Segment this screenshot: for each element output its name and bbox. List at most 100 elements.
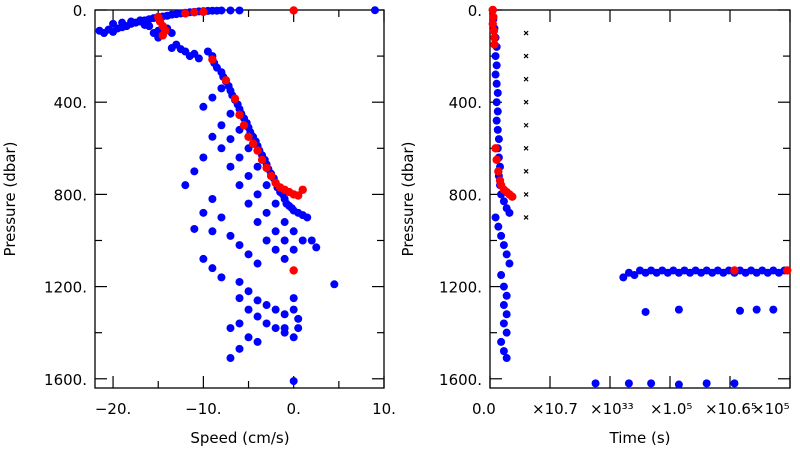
speed-data-point-blue <box>235 277 244 286</box>
time-data-point-blue <box>492 79 501 88</box>
time-data-point-red <box>508 192 517 201</box>
time-data-point-blue <box>647 379 656 388</box>
speed-data-point-blue <box>217 6 226 15</box>
speed-data-point-blue <box>253 218 262 227</box>
speed-data-point-blue <box>199 254 208 263</box>
time-panel: 0. 400. 800. 1200. 1600. 0.0 ×10.7 ×10³³ ×1.0⁵ ×1… <box>399 2 792 447</box>
time-data-point-red <box>730 266 739 275</box>
time-x-tick-label: ×10.7 <box>532 400 578 418</box>
speed-data-point-blue <box>244 287 253 296</box>
speed-data-point-blue <box>208 93 217 102</box>
speed-data-point-blue <box>140 20 149 29</box>
speed-data-point-red <box>248 139 258 148</box>
speed-y-tick-label: 400. <box>54 94 87 112</box>
speed-data-point-blue <box>370 6 379 15</box>
time-data-point-blue <box>502 354 511 363</box>
speed-data-point-blue <box>109 19 118 28</box>
speed-data-point-blue <box>244 250 253 259</box>
time-data-point-blue <box>493 107 502 116</box>
time-marker-x <box>523 76 529 82</box>
speed-data-point-blue <box>190 167 199 176</box>
time-x-tick-label: ×10⁵ <box>752 400 790 418</box>
speed-data-point-red <box>244 132 253 141</box>
speed-data-point-blue <box>235 319 244 328</box>
speed-data-point-blue <box>244 199 253 208</box>
speed-data-point-blue <box>271 305 280 314</box>
speed-data-point-blue <box>280 310 289 319</box>
speed-data-point-blue <box>190 224 199 233</box>
speed-data-point-blue <box>217 213 226 222</box>
time-x-axis-title: Time (s) <box>609 429 671 447</box>
time-data-point-blue <box>502 310 511 319</box>
speed-data-point-blue <box>217 121 226 130</box>
speed-data-point-blue <box>280 324 289 333</box>
time-data-point-blue <box>502 328 511 337</box>
speed-data-point-blue <box>226 162 235 171</box>
speed-x-tick-label: 10. <box>372 400 396 418</box>
speed-data-point-red <box>199 7 208 17</box>
time-y-axis-title: Pressure (dbar) <box>399 142 417 257</box>
speed-data-point-blue <box>312 243 321 252</box>
speed-y-tick-label: 1600. <box>44 371 87 389</box>
time-data-point-blue <box>674 305 683 314</box>
time-data-point-blue <box>494 222 503 231</box>
speed-data-point-blue <box>330 280 339 289</box>
speed-data-point-blue <box>235 241 244 250</box>
speed-data-point-blue <box>253 190 262 199</box>
time-data-point-red <box>488 19 497 29</box>
speed-data-point-red <box>208 55 217 64</box>
speed-data-point-red <box>230 94 240 103</box>
speed-data-point-blue <box>307 236 316 245</box>
speed-data-point-blue <box>289 305 298 314</box>
time-data-point-blue <box>624 379 633 388</box>
time-marker-x <box>523 191 529 197</box>
speed-data-point-blue <box>194 54 203 63</box>
time-data-point-red <box>489 26 499 35</box>
time-data-point-red <box>489 12 498 22</box>
speed-data-point-blue <box>253 296 262 305</box>
speed-panel: 0. 400. 800. 1200. 1600. −20. −10. 0. 10. Speed … <box>1 2 396 447</box>
speed-data-point-blue <box>289 227 298 236</box>
time-data-point-blue <box>492 116 501 125</box>
time-data-point-blue <box>630 271 639 280</box>
time-y-tick-label: 400. <box>449 94 482 112</box>
speed-data-point-blue <box>253 337 262 346</box>
speed-data-point-red <box>294 191 303 200</box>
time-data-point-blue <box>499 282 508 291</box>
speed-data-point-blue <box>271 245 280 254</box>
speed-data-point-blue <box>181 181 190 190</box>
time-data-point-blue <box>499 301 508 310</box>
time-data-point-blue <box>502 291 511 300</box>
time-data-point-blue <box>492 98 501 107</box>
time-data-point-blue <box>499 197 508 206</box>
speed-data-point-blue <box>271 324 280 333</box>
speed-plot-frame <box>94 9 385 389</box>
speed-data-point-blue <box>271 199 280 208</box>
speed-data-point-blue <box>208 195 217 203</box>
speed-data-point-red <box>181 9 190 18</box>
speed-data-point-blue <box>208 132 217 141</box>
speed-data-point-blue <box>226 109 235 118</box>
time-data-point-blue <box>502 250 511 259</box>
time-x-tick-label: ×10³³ <box>590 400 634 418</box>
speed-data-points <box>95 6 379 386</box>
time-y-tick-label: 0. <box>468 2 482 20</box>
time-data-point-red <box>488 5 497 15</box>
speed-data-point-blue <box>262 319 271 328</box>
speed-data-point-red <box>266 171 276 181</box>
speed-data-point-blue <box>226 354 235 363</box>
speed-data-point-blue <box>280 236 289 245</box>
time-data-point-blue <box>769 305 778 314</box>
time-data-point-blue <box>674 380 683 389</box>
speed-y-tick-label: 800. <box>54 186 87 204</box>
time-data-point-blue <box>730 379 739 388</box>
speed-data-point-red <box>235 110 244 120</box>
speed-data-point-blue <box>199 208 208 217</box>
speed-data-point-blue <box>167 44 176 53</box>
time-data-point-blue <box>641 307 650 316</box>
time-x-tick-label: 0.0 <box>472 400 496 418</box>
speed-data-point-blue <box>244 305 253 314</box>
speed-x-tick-label: −10. <box>185 400 221 418</box>
speed-data-point-red <box>257 155 267 165</box>
